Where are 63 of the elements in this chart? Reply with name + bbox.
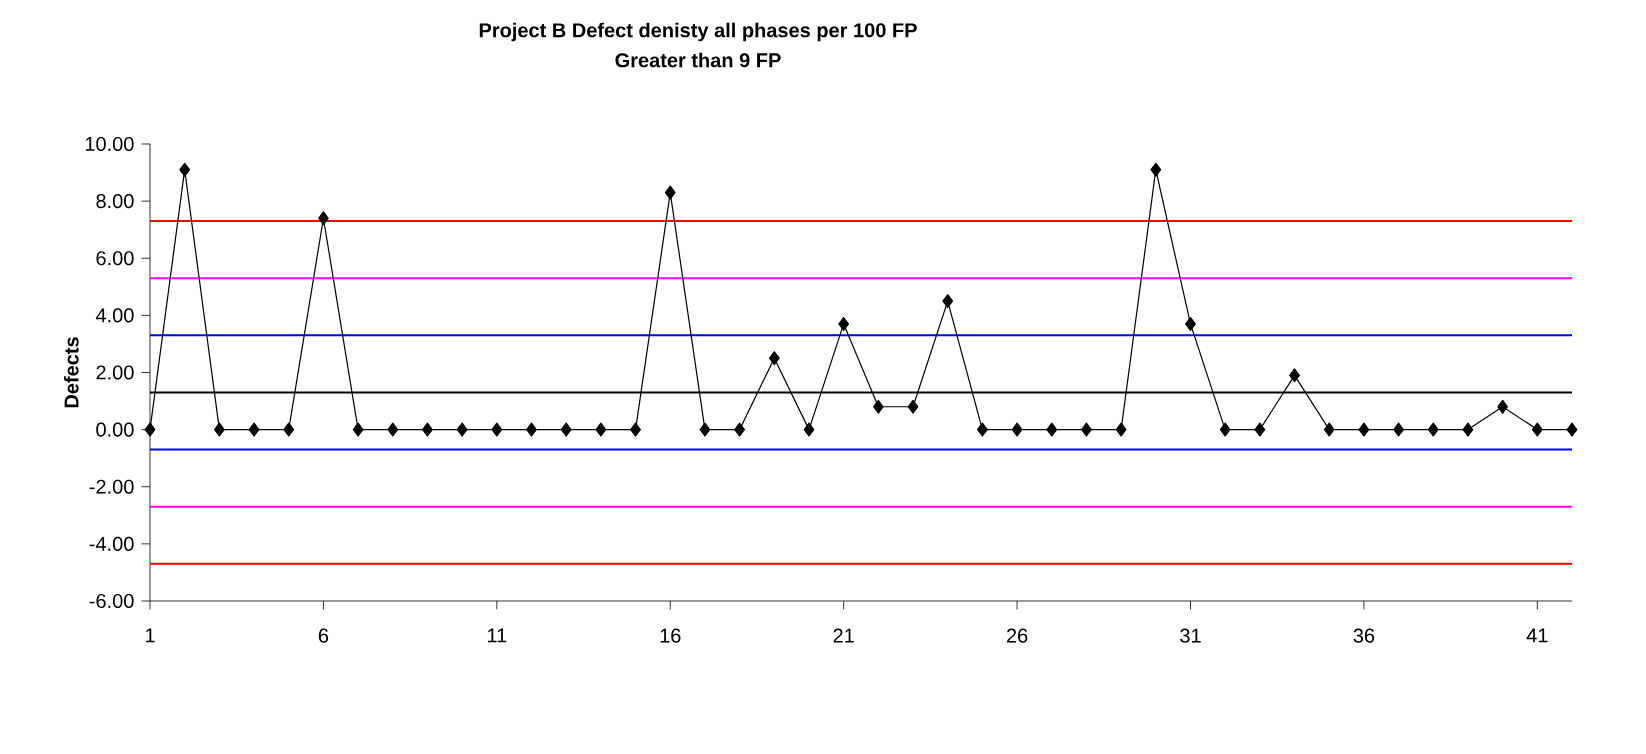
x-tick-label: 16 [660,628,681,643]
y-axis-title: Defects [63,337,79,408]
point [1219,422,1231,437]
x-tick-label: 41 [1526,628,1548,643]
point [595,422,607,437]
point [1323,422,1335,437]
point [1462,422,1474,437]
point [1289,368,1300,383]
point [942,294,954,309]
point [1081,422,1092,437]
y-tick-label: -2.00 [89,479,134,494]
point [977,422,988,437]
x-tick-label: 31 [1180,628,1201,643]
point [283,422,295,437]
point [387,422,399,437]
x-tick-label: 36 [1353,628,1375,643]
point [699,422,711,437]
point [664,185,676,200]
point [179,162,191,177]
x-tick-label: 11 [487,628,507,643]
chart-subtitle: Greater than 9 FP [615,52,781,68]
point [1254,422,1266,437]
point [1115,422,1127,437]
point [872,399,884,414]
x-tick-label: 26 [1006,628,1028,643]
point [560,422,572,437]
point [1185,316,1196,331]
point [803,422,815,437]
point [1393,422,1404,437]
point [768,351,780,366]
x-tick-label: 6 [318,628,329,643]
point [248,422,260,437]
x-tick-label: 21 [833,628,854,643]
chart-title: Project B Defect denisty all phases per 100 FP [479,22,917,42]
y-tick-label: -4.00 [89,536,134,551]
y-tick-label: 0.00 [96,422,134,437]
point [1011,422,1023,437]
point [213,422,225,437]
point [456,422,468,437]
point [838,316,850,331]
y-tick-label: 6.00 [96,251,134,266]
y-tick-label: 2.00 [96,365,134,380]
x-tick-label: 1 [145,628,155,643]
point [1046,422,1058,437]
point [734,422,746,437]
point [1358,422,1370,437]
point [1531,422,1543,437]
y-tick-label: 8.00 [96,194,134,209]
point [1150,162,1162,177]
point [1566,422,1578,437]
point [318,211,329,226]
point [491,422,503,437]
point [1427,422,1439,437]
y-tick-label: -6.00 [89,593,134,609]
point [630,422,641,437]
point [144,422,156,437]
point [352,422,364,437]
point [907,399,919,414]
y-tick-label: 10.00 [85,136,134,152]
y-tick-label: 4.00 [95,308,134,323]
point [422,422,433,437]
point [526,422,537,437]
point [1497,399,1509,414]
